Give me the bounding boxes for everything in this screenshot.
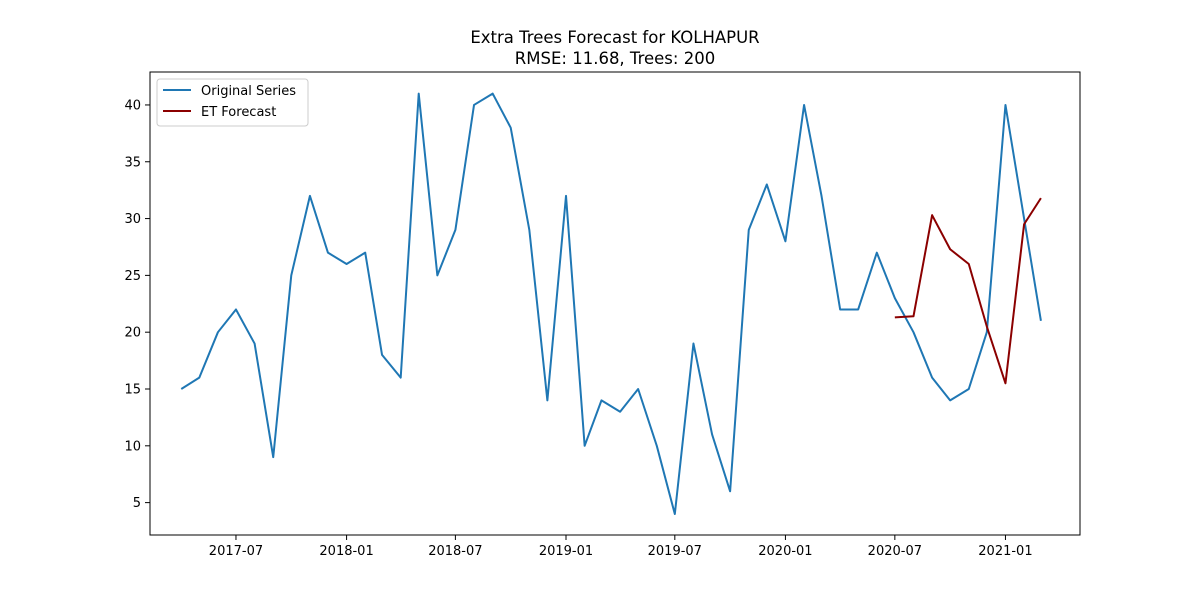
data-point [619,411,621,413]
data-point [656,445,658,447]
y-tick-label: 25 [124,269,141,284]
data-point [565,195,567,197]
data-point [1040,320,1042,322]
data-point [912,315,914,317]
data-point [454,229,456,231]
plot-frame [149,71,1081,536]
data-point [272,456,274,458]
data-point [528,229,530,231]
x-tick-label: 2017-07 [209,544,263,559]
legend: Original Series ET Forecast [156,78,309,127]
data-point [857,308,859,310]
y-tick-label: 30 [124,212,141,227]
data-point [711,433,713,435]
legend-label-forecast: ET Forecast [201,105,276,120]
data-point [839,308,841,310]
x-tick-label: 2018-07 [428,544,482,559]
chart-subtitle: RMSE: 11.68, Trees: 200 [515,49,715,68]
series-line-0 [180,92,1042,515]
data-point [968,388,970,390]
data-point [803,104,805,106]
data-point [894,297,896,299]
x-tick-label: 2020-01 [758,544,812,559]
data-point [748,229,750,231]
data-point [949,248,951,250]
data-point [400,377,402,379]
data-point [766,183,768,185]
data-point [346,263,348,265]
chart-title: Extra Trees Forecast for KOLHAPUR [470,28,759,47]
data-point [784,240,786,242]
data-point [381,354,383,356]
data-point [180,388,182,390]
data-point [198,377,200,379]
data-point [290,274,292,276]
data-point [674,513,676,515]
data-point [968,263,970,265]
y-tick-label: 20 [124,326,141,341]
data-point [364,252,366,254]
x-tick-label: 2021-01 [978,544,1032,559]
data-point [436,274,438,276]
data-point [217,331,219,333]
y-tick-label: 5 [133,496,141,511]
data-point [729,490,731,492]
data-point [309,195,311,197]
data-point [692,343,694,345]
x-axis: 2017-07 2018-01 2018-07 2019-01 2019-07 2020-… [209,535,1033,559]
data-point [584,445,586,447]
data-point [254,343,256,345]
data-point [1004,104,1006,106]
data-point [894,316,896,318]
y-tick-label: 10 [124,439,141,454]
data-point [637,388,639,390]
data-point [418,93,420,95]
data-point [1040,197,1042,199]
data-point [473,104,475,106]
y-tick-label: 15 [124,382,141,397]
data-point [600,399,602,401]
series-line-1 [894,197,1042,385]
data-point [821,195,823,197]
data-point [1004,382,1006,384]
data-point [546,399,548,401]
legend-label-original: Original Series [201,84,296,99]
data-point [876,252,878,254]
data-point [949,399,951,401]
data-point [912,331,914,333]
data-point [1023,218,1025,220]
data-point [931,377,933,379]
x-tick-label: 2020-07 [868,544,922,559]
x-tick-label: 2019-01 [539,544,593,559]
data-point [510,127,512,129]
data-point [327,252,329,254]
plot-lines [180,92,1042,515]
data-point [1023,223,1025,225]
y-axis: 5 10 15 20 25 30 35 40 [124,98,150,511]
y-tick-label: 40 [124,98,141,113]
data-point [986,326,988,328]
y-tick-label: 35 [124,155,141,170]
x-tick-label: 2018-01 [319,544,373,559]
data-point [492,93,494,95]
legend-box [156,78,309,127]
data-point [931,214,933,216]
x-tick-label: 2019-07 [648,544,702,559]
data-point [235,308,237,310]
